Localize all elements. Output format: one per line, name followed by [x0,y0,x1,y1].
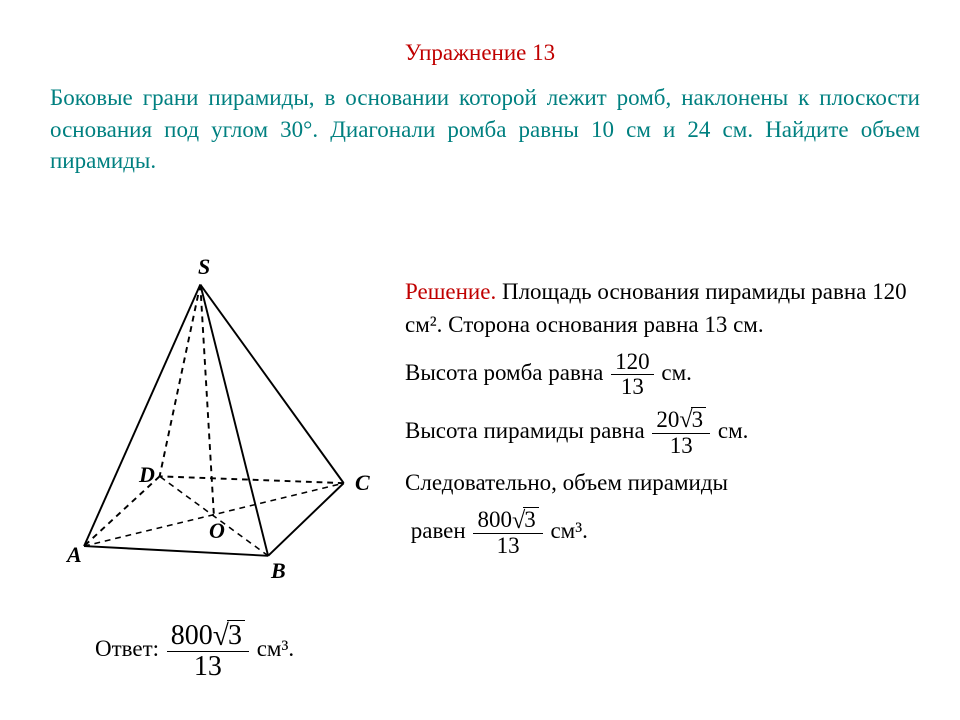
answer-unit: см³. [257,636,294,661]
vertex-S: S [198,254,210,280]
vertex-A: A [67,542,82,568]
vertex-C: C [355,470,370,496]
problem-statement: Боковые грани пирамиды, в основании кото… [50,82,920,177]
answer-num: 8003 [167,620,249,652]
pyramid-height-fraction: 203 13 [652,407,710,458]
volume-num: 8003 [473,507,542,534]
volume-prefix: Следовательно, объем пирамиды [405,470,728,495]
unit-cm-2: см. [718,418,749,443]
unit-cm-1: см. [661,360,692,385]
answer-fraction: 8003 13 [167,620,249,682]
unit-cm3-1: см³. [550,518,587,543]
rhombus-height-den: 13 [611,375,654,399]
vertex-D: D [139,462,155,488]
rhombus-height-num: 120 [611,350,654,375]
solution-label: Решение. [405,279,496,304]
pyramid-height-prefix: Высота пирамиды равна [405,418,645,443]
volume-eq-prefix: равен [411,518,466,543]
volume-fraction: 8003 13 [473,507,542,558]
answer-block: Ответ: 8003 13 см³. [95,620,294,682]
volume-den: 13 [473,534,542,558]
answer-den: 13 [167,652,249,681]
sqrt-icon: 3 [512,507,539,533]
pyramid-height-num: 203 [652,407,710,434]
sqrt-icon: 3 [213,620,245,651]
pyramid-diagram: S A B C D O [55,260,365,590]
exercise-title: Упражнение 13 [0,40,960,66]
pyramid-height-den: 13 [652,434,710,458]
vertex-B: B [271,558,286,584]
sqrt-icon: 3 [679,407,706,433]
solution-block: Решение. Площадь основания пирамиды равн… [405,275,925,566]
rhombus-height-prefix: Высота ромба равна [405,360,603,385]
answer-label: Ответ: [95,636,159,661]
center-O: O [209,518,225,544]
rhombus-height-fraction: 120 13 [611,350,654,399]
